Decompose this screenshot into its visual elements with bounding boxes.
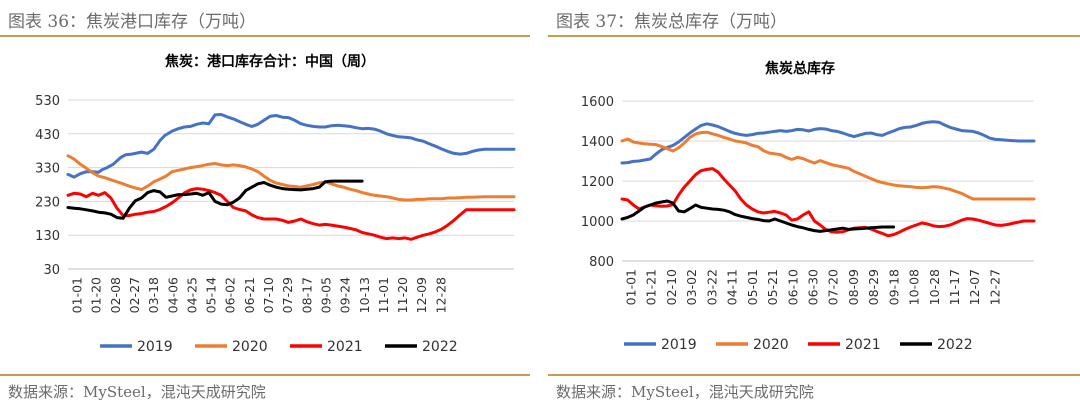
figure-caption: 图表 36：焦炭港口库存（万吨） — [8, 12, 257, 32]
x-tick-label: 03-18 — [146, 277, 161, 313]
y-tick-label: 1600 — [581, 95, 614, 110]
x-tick-label: 07-20 — [826, 269, 841, 305]
legend-label-2019: 2019 — [137, 339, 173, 355]
y-tick-label: 800 — [589, 255, 614, 270]
series-line-2021 — [620, 167, 1036, 238]
x-tick-label: 01-20 — [89, 277, 104, 313]
x-tick-label: 12-09 — [414, 277, 429, 313]
x-tick-label: 01-01 — [70, 277, 85, 313]
x-tick-label: 10-13 — [357, 277, 372, 313]
bottom-divider — [0, 374, 530, 376]
x-tick-label: 12-28 — [433, 277, 448, 313]
x-tick-label: 07-10 — [261, 277, 276, 313]
legend-label-2021: 2021 — [845, 337, 881, 353]
y-tick-label: 130 — [35, 229, 60, 244]
x-tick-label: 06-30 — [805, 269, 820, 305]
y-tick-label: 30 — [43, 263, 60, 278]
y-tick-label: 1000 — [581, 215, 614, 230]
legend-label-2021: 2021 — [327, 339, 363, 355]
x-tick-label: 08-09 — [846, 269, 861, 305]
x-tick-label: 12-07 — [967, 269, 982, 305]
port-inventory-chart: 焦炭：港口库存合计：中国（周） 30 130 230 330 430 530 01-01 01-… — [35, 53, 516, 355]
x-tick-label: 02-08 — [108, 277, 123, 313]
legend-label-2022: 2022 — [422, 339, 458, 355]
right-panel: 图表 37：焦炭总库存（万吨） 焦炭总库存 800 1000 1200 1400 1600… — [548, 0, 1080, 406]
series-line-2022 — [620, 199, 896, 233]
y-tick-label: 430 — [35, 128, 60, 143]
x-tick-label: 04-06 — [165, 277, 180, 313]
x-tick-label: 05-01 — [745, 269, 760, 305]
y-tick-label: 1400 — [581, 135, 614, 150]
x-tick-label: 10-28 — [927, 269, 942, 305]
x-tick-label: 09-05 — [318, 277, 333, 313]
source-note: 数据来源：MySteel，混沌天成研究院 — [8, 383, 266, 401]
series-line-2022 — [66, 179, 364, 220]
x-tick-label: 05-21 — [765, 269, 780, 305]
x-tick-label: 01-01 — [624, 269, 639, 305]
y-tick-label: 330 — [35, 162, 60, 177]
x-tick-label: 08-29 — [866, 269, 881, 305]
x-tick-label: 06-21 — [242, 277, 257, 313]
x-tick-label: 09-18 — [886, 269, 901, 305]
x-tick-label: 06-10 — [785, 269, 800, 305]
legend-label-2022: 2022 — [937, 337, 973, 353]
series-line-2019 — [620, 120, 1036, 165]
x-tick-label: 05-14 — [204, 277, 219, 313]
x-tick-label: 02-27 — [127, 277, 142, 313]
x-tick-label: 04-25 — [184, 277, 199, 313]
legend-label-2019: 2019 — [661, 337, 697, 353]
x-tick-label: 01-21 — [644, 269, 659, 305]
x-tick-label: 08-17 — [299, 277, 314, 313]
x-tick-label: 10-08 — [907, 269, 922, 305]
bottom-divider — [548, 374, 1080, 376]
x-tick-label: 06-02 — [223, 277, 238, 313]
legend-label-2020: 2020 — [232, 339, 268, 355]
chart-title: 焦炭总库存 — [764, 60, 835, 77]
y-tick-label: 230 — [35, 195, 60, 210]
x-tick-label: 02-10 — [664, 269, 679, 305]
source-note: 数据来源：MySteel，混沌天成研究院 — [556, 383, 814, 401]
top-divider — [0, 35, 530, 37]
x-tick-label: 11-17 — [947, 269, 962, 305]
series-line-2020 — [66, 154, 516, 202]
chart-title: 焦炭：港口库存合计：中国（周） — [164, 53, 375, 70]
x-tick-label: 09-24 — [338, 277, 353, 313]
figure-caption: 图表 37：焦炭总库存（万吨） — [556, 12, 788, 32]
x-tick-label: 07-29 — [280, 277, 295, 313]
series-line-2019 — [66, 113, 516, 179]
y-tick-label: 1200 — [581, 175, 614, 190]
x-tick-label: 12-27 — [987, 269, 1002, 305]
x-tick-label: 04-11 — [725, 269, 740, 305]
total-inventory-chart: 焦炭总库存 800 1000 1200 1400 1600 01-01 01-21 02-10 0… — [581, 60, 1036, 353]
series-line-2020 — [620, 130, 1036, 201]
series-line-2021 — [66, 187, 516, 241]
x-tick-label: 03-02 — [684, 269, 699, 305]
x-tick-label: 03-22 — [704, 269, 719, 305]
y-tick-label: 530 — [35, 94, 60, 109]
legend-label-2020: 2020 — [753, 337, 789, 353]
top-divider — [548, 35, 1080, 37]
x-tick-label: 11-01 — [376, 277, 391, 313]
x-tick-label: 11-20 — [395, 277, 410, 313]
left-panel: 图表 36：焦炭港口库存（万吨） 焦炭：港口库存合计：中国（周） 30 130 230… — [0, 0, 530, 406]
